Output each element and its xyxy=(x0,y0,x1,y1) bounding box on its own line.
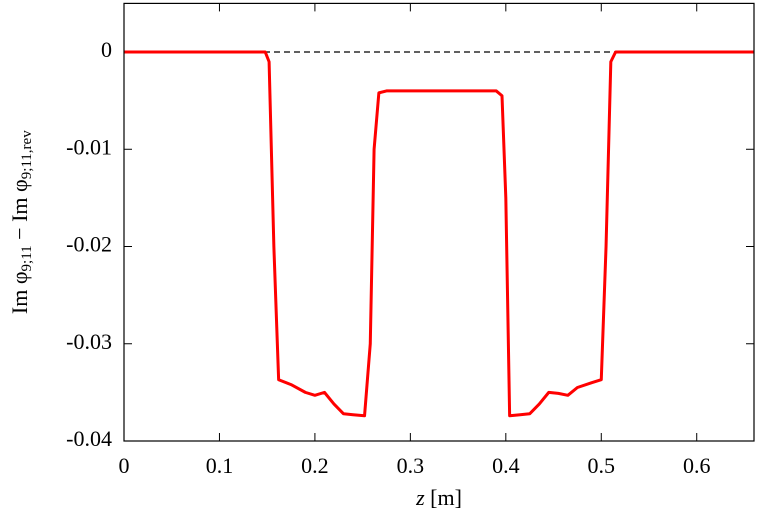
x-axis-label-part: [m] xyxy=(425,485,462,510)
y-axis-label-part: − Im φ xyxy=(7,179,32,245)
x-tick-label: 0.4 xyxy=(492,453,520,478)
plot-frame xyxy=(123,2,755,442)
x-tick-label: 0.2 xyxy=(301,453,329,478)
x-tick-label: 0.5 xyxy=(588,453,616,478)
y-tick-label: -0.01 xyxy=(66,134,112,159)
y-tick-label: -0.02 xyxy=(66,232,112,257)
x-axis-label-part: z xyxy=(415,485,425,510)
x-tick-label: 0.1 xyxy=(206,453,234,478)
y-axis-label-part: 9;11,rev xyxy=(19,130,35,180)
y-tick-label: -0.03 xyxy=(66,329,112,354)
y-axis-label: Im φ9;11 − Im φ9;11,rev xyxy=(7,130,35,314)
x-tick-label: 0.6 xyxy=(683,453,711,478)
y-axis-label-part: Im φ xyxy=(7,271,32,314)
x-axis-label: z [m] xyxy=(415,485,462,510)
y-tick-label: -0.04 xyxy=(66,426,112,451)
x-tick-label: 0 xyxy=(119,453,130,478)
data-line xyxy=(124,50,754,418)
x-tick-label: 0.3 xyxy=(397,453,425,478)
y-tick-label: 0 xyxy=(101,37,112,62)
y-axis-label-part: 9;11 xyxy=(19,245,35,271)
